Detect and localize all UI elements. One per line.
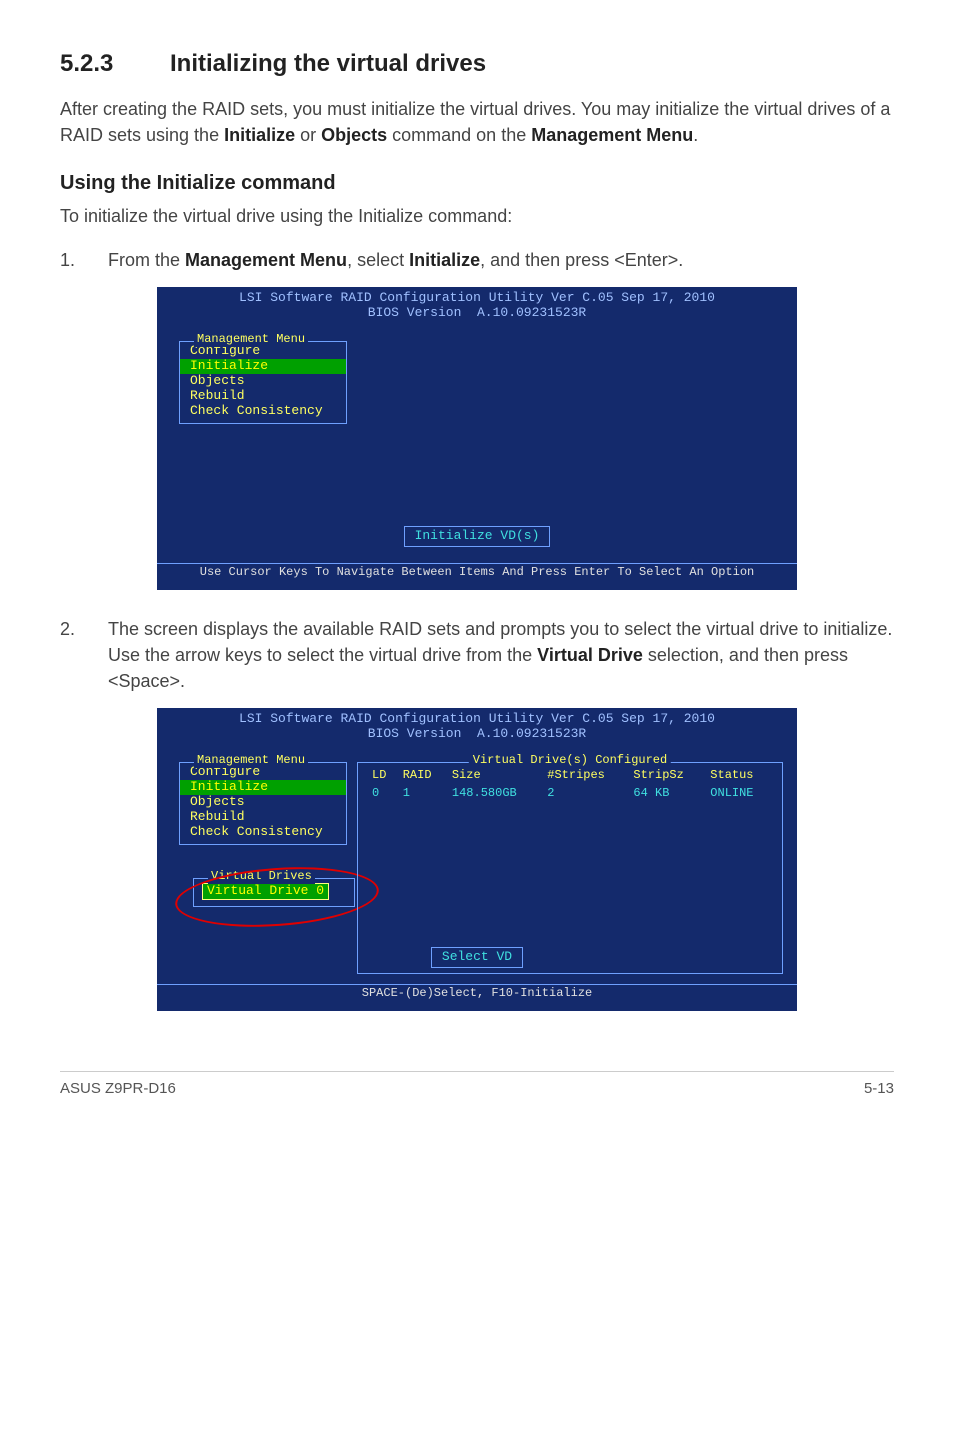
menu-item-objects[interactable]: Objects xyxy=(190,794,245,809)
menu-item-check[interactable]: Check Consistency xyxy=(190,824,323,839)
bios-title: LSI Software RAID Configuration Utility … xyxy=(157,708,797,744)
col-size: Size xyxy=(448,769,541,783)
management-menu: Management Menu Configure Initialize Obj… xyxy=(179,762,347,845)
footer-left: ASUS Z9PR-D16 xyxy=(60,1080,176,1097)
step-number: 1. xyxy=(60,247,108,273)
intro-paragraph: After creating the RAID sets, you must i… xyxy=(60,96,894,148)
bios-screen-1: LSI Software RAID Configuration Utility … xyxy=(157,287,797,590)
col-status: Status xyxy=(706,769,772,783)
bios-title: LSI Software RAID Configuration Utility … xyxy=(157,287,797,323)
menu-box-label: Management Menu xyxy=(194,333,308,347)
virtual-drive-0[interactable]: Virtual Drive 0 xyxy=(202,883,329,900)
col-stripsz: StripSz xyxy=(629,769,704,783)
section-heading: 5.2.3Initializing the virtual drives xyxy=(60,50,894,78)
management-menu: Management Menu Configure Initialize Obj… xyxy=(179,341,347,424)
section-title: Initializing the virtual drives xyxy=(170,50,486,77)
subheading: Using the Initialize command xyxy=(60,172,894,195)
step-number: 2. xyxy=(60,616,108,694)
col-raid: RAID xyxy=(399,769,446,783)
vd-table: LD RAID Size #Stripes StripSz Status 0 1… xyxy=(366,767,774,805)
col-stripes: #Stripes xyxy=(543,769,627,783)
col-ld: LD xyxy=(368,769,397,783)
menu-item-rebuild[interactable]: Rebuild xyxy=(190,388,245,403)
vd-configured-box: Virtual Drive(s) Configured LD RAID Size… xyxy=(357,762,783,974)
menu-item-objects[interactable]: Objects xyxy=(190,373,245,388)
select-vd-box: Select VD xyxy=(431,947,523,968)
menu-item-initialize[interactable]: Initialize xyxy=(180,359,346,374)
step-text: From the Management Menu, select Initial… xyxy=(108,247,894,273)
sub-lead: To initialize the virtual drive using th… xyxy=(60,203,894,229)
page-footer: ASUS Z9PR-D16 5-13 xyxy=(60,1071,894,1097)
menu-box-label: Management Menu xyxy=(194,754,308,768)
step-2: 2. The screen displays the available RAI… xyxy=(60,616,894,694)
menu-item-rebuild[interactable]: Rebuild xyxy=(190,809,245,824)
menu-item-initialize[interactable]: Initialize xyxy=(180,780,346,795)
step-1: 1. From the Management Menu, select Init… xyxy=(60,247,894,273)
bios-footer-2: SPACE-(De)Select, F10-Initialize xyxy=(157,984,797,1005)
table-header-row: LD RAID Size #Stripes StripSz Status xyxy=(368,769,772,783)
initialize-vd-box: Initialize VD(s) xyxy=(404,526,551,547)
virtual-drives-box: Virtual Drives Virtual Drive 0 xyxy=(193,878,355,907)
step-text: The screen displays the available RAID s… xyxy=(108,616,894,694)
virtual-drives-label: Virtual Drives xyxy=(208,870,315,884)
section-number: 5.2.3 xyxy=(60,50,170,78)
menu-item-check[interactable]: Check Consistency xyxy=(190,403,323,418)
table-row: 0 1 148.580GB 2 64 KB ONLINE xyxy=(368,785,772,803)
bios-screen-2: LSI Software RAID Configuration Utility … xyxy=(157,708,797,1011)
vd-configured-label: Virtual Drive(s) Configured xyxy=(469,754,671,768)
bios-footer-1: Use Cursor Keys To Navigate Between Item… xyxy=(157,563,797,584)
footer-right: 5-13 xyxy=(864,1080,894,1097)
